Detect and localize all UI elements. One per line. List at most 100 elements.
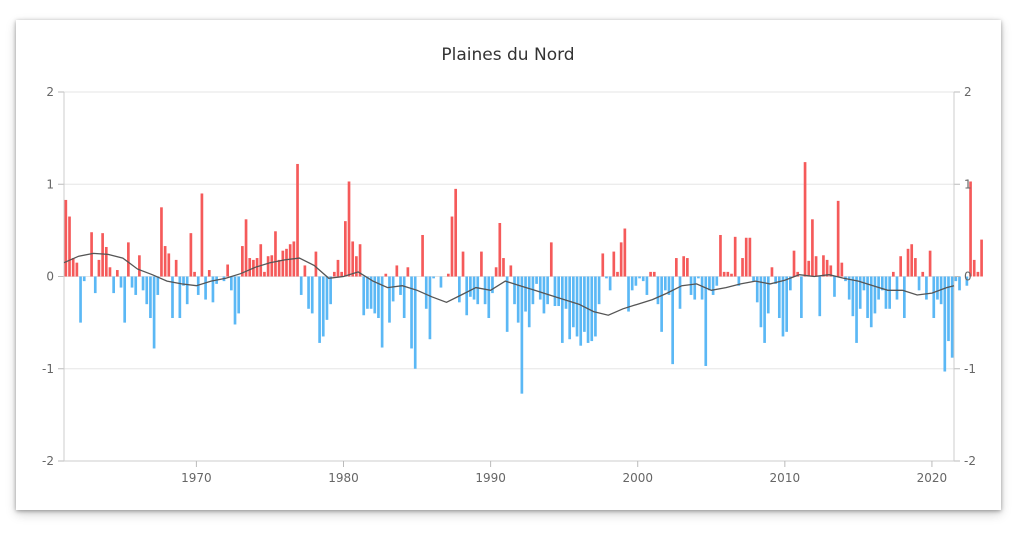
bar xyxy=(138,255,141,276)
bar xyxy=(407,267,410,276)
bar xyxy=(451,217,454,277)
bar xyxy=(818,277,821,317)
bar xyxy=(605,277,608,279)
bar xyxy=(782,277,785,337)
bar xyxy=(131,277,134,288)
bar xyxy=(517,277,520,323)
bar xyxy=(929,251,932,277)
bar xyxy=(83,277,86,282)
bar xyxy=(322,277,325,337)
bar xyxy=(403,277,406,319)
bar xyxy=(910,244,913,276)
bar xyxy=(366,277,369,309)
bar xyxy=(329,277,332,305)
bar xyxy=(936,277,939,300)
bar xyxy=(476,277,479,305)
bar xyxy=(914,258,917,276)
bar xyxy=(734,237,737,277)
bar xyxy=(230,277,233,291)
bar xyxy=(528,277,531,328)
bar xyxy=(79,277,82,323)
x-tick-label: 2020 xyxy=(917,471,948,485)
bar xyxy=(440,277,443,288)
bar xyxy=(351,241,354,276)
y-tick-label-right: -2 xyxy=(964,454,976,468)
bar xyxy=(142,277,145,291)
bar xyxy=(98,260,101,277)
bar xyxy=(326,277,329,320)
bar xyxy=(646,277,649,295)
bar xyxy=(760,277,763,328)
bar xyxy=(807,261,810,277)
bar xyxy=(388,277,391,323)
bar xyxy=(304,265,307,276)
bar xyxy=(679,277,682,309)
bar xyxy=(72,258,75,276)
bar xyxy=(870,277,873,328)
bar xyxy=(642,277,645,282)
bar xyxy=(112,277,115,294)
bar xyxy=(756,277,759,303)
bar xyxy=(370,277,373,309)
bar xyxy=(565,277,568,309)
bar xyxy=(65,200,68,277)
bar xyxy=(690,277,693,295)
bar xyxy=(899,256,902,276)
bar xyxy=(513,277,516,305)
bar xyxy=(226,265,229,277)
bar xyxy=(355,256,358,276)
bar xyxy=(708,277,711,291)
bar xyxy=(943,277,946,372)
bar xyxy=(892,272,895,277)
bar xyxy=(969,181,972,276)
bar xyxy=(609,277,612,291)
bar xyxy=(315,252,318,277)
bar xyxy=(384,274,387,277)
bar xyxy=(395,265,398,276)
bar xyxy=(837,201,840,277)
y-tick-label-left: 2 xyxy=(46,85,54,99)
bar xyxy=(502,258,505,276)
bar xyxy=(546,277,549,305)
bar xyxy=(583,277,586,332)
bar xyxy=(598,277,601,305)
bar xyxy=(866,277,869,319)
bar xyxy=(958,277,961,291)
bar xyxy=(123,277,126,323)
bar xyxy=(885,277,888,309)
bar xyxy=(590,277,593,342)
bar xyxy=(635,277,638,286)
bar xyxy=(524,277,527,312)
bar xyxy=(480,252,483,277)
bar xyxy=(701,277,704,300)
y-tick-label-right: 1 xyxy=(964,177,972,191)
bar xyxy=(579,277,582,346)
x-tick-label: 2010 xyxy=(770,471,801,485)
bar xyxy=(76,263,79,277)
bar xyxy=(543,277,546,314)
bar xyxy=(156,277,159,295)
bar xyxy=(554,277,557,307)
bar xyxy=(193,272,196,277)
bar xyxy=(800,277,803,319)
bar xyxy=(425,277,428,309)
bar xyxy=(160,207,163,276)
bar xyxy=(237,277,240,314)
bar xyxy=(498,223,501,277)
bar xyxy=(723,272,726,277)
bar xyxy=(767,277,770,314)
bar xyxy=(421,235,424,277)
bar xyxy=(454,189,457,277)
bar xyxy=(888,277,891,309)
bar xyxy=(462,252,465,277)
bar xyxy=(686,258,689,276)
bar xyxy=(344,221,347,276)
bar xyxy=(918,277,921,291)
bar xyxy=(259,244,262,276)
bar xyxy=(852,277,855,317)
bar xyxy=(234,277,237,325)
bar xyxy=(465,277,468,316)
bar xyxy=(362,277,365,316)
bar xyxy=(612,252,615,277)
bar xyxy=(149,277,152,319)
